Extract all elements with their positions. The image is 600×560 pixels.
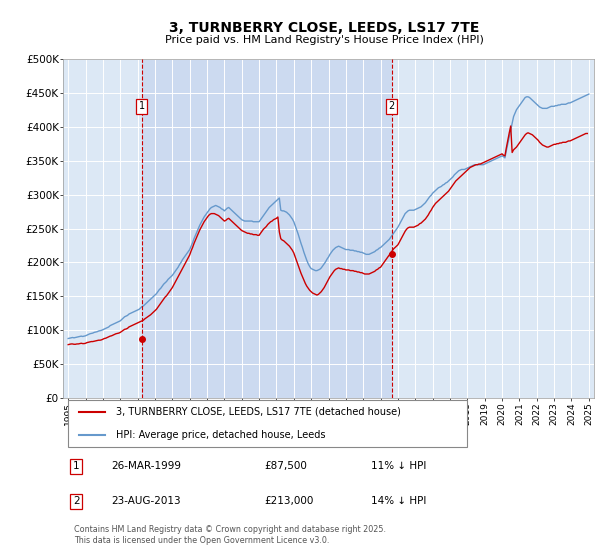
Text: 23-AUG-2013: 23-AUG-2013 — [111, 497, 181, 506]
Text: 2: 2 — [73, 497, 80, 506]
Text: £87,500: £87,500 — [265, 461, 308, 472]
Text: Contains HM Land Registry data © Crown copyright and database right 2025.
This d: Contains HM Land Registry data © Crown c… — [74, 525, 386, 545]
Text: 1: 1 — [139, 101, 145, 111]
Text: 2: 2 — [389, 101, 395, 111]
Text: 3, TURNBERRY CLOSE, LEEDS, LS17 7TE: 3, TURNBERRY CLOSE, LEEDS, LS17 7TE — [169, 21, 479, 35]
Text: 11% ↓ HPI: 11% ↓ HPI — [371, 461, 427, 472]
Text: 26-MAR-1999: 26-MAR-1999 — [111, 461, 181, 472]
Text: Price paid vs. HM Land Registry's House Price Index (HPI): Price paid vs. HM Land Registry's House … — [164, 35, 484, 45]
Bar — [142, 59, 392, 398]
Text: 3, TURNBERRY CLOSE, LEEDS, LS17 7TE (detached house): 3, TURNBERRY CLOSE, LEEDS, LS17 7TE (det… — [116, 407, 401, 417]
Text: HPI: Average price, detached house, Leeds: HPI: Average price, detached house, Leed… — [116, 431, 326, 440]
Text: 1: 1 — [73, 461, 80, 472]
FancyBboxPatch shape — [68, 400, 467, 447]
Text: £213,000: £213,000 — [265, 497, 314, 506]
Text: 14% ↓ HPI: 14% ↓ HPI — [371, 497, 427, 506]
